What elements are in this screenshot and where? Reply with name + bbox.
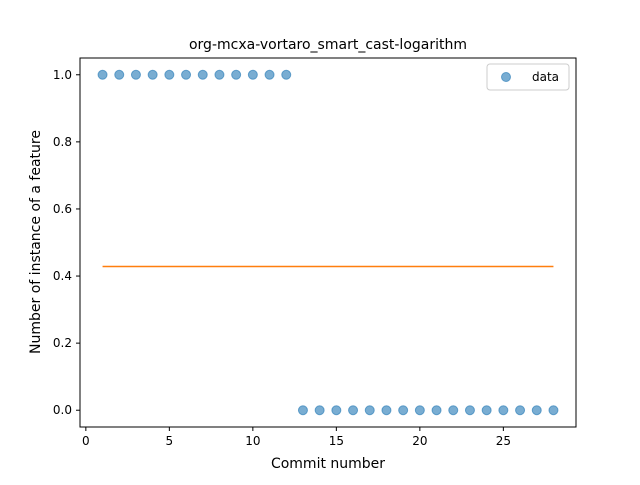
scatter-point [448, 405, 459, 416]
x-axis-label: Commit number [271, 456, 385, 472]
scatter-point [414, 405, 425, 416]
x-axis-ticks: 0 5 10 15 20 25 [82, 427, 511, 448]
scatter-point [348, 405, 359, 416]
chart-title: org-mcxa-vortaro_smart_cast-logarithm [189, 37, 467, 53]
scatter-point [531, 405, 542, 416]
y-tick-label: 0.4 [53, 269, 72, 283]
scatter-point [364, 405, 375, 416]
scatter-point [147, 69, 158, 80]
x-tick-label: 25 [496, 434, 511, 448]
y-tick-label: 0.0 [53, 403, 72, 417]
y-axis-ticks: 0.0 0.2 0.4 0.6 0.8 1.0 [53, 68, 80, 417]
axes-frame [79, 57, 577, 428]
data-marks [97, 69, 559, 416]
y-axis-label: Number of instance of a feature [28, 130, 44, 354]
x-tick-label: 20 [412, 434, 427, 448]
scatter-point [314, 405, 325, 416]
scatter-point [481, 405, 492, 416]
scatter-point [398, 405, 409, 416]
scatter-point [515, 405, 526, 416]
scatter-point [548, 405, 559, 416]
legend-box [486, 63, 570, 91]
x-tick-label: 15 [329, 434, 344, 448]
legend: data [486, 63, 570, 91]
scatter-point [281, 69, 292, 80]
x-tick-label: 5 [166, 434, 174, 448]
y-tick-label: 0.6 [53, 202, 72, 216]
scatter-point [264, 69, 275, 80]
scatter-point [197, 69, 208, 80]
scatter-point [130, 69, 141, 80]
scatter-point [381, 405, 392, 416]
scatter-point [231, 69, 242, 80]
scatter-point [97, 69, 108, 80]
legend-label-data: data [532, 70, 559, 84]
x-tick-label: 10 [245, 434, 260, 448]
legend-marker-data [501, 72, 511, 82]
scatter-point [164, 69, 175, 80]
y-tick-label: 0.2 [53, 336, 72, 350]
scatter-point [297, 405, 308, 416]
scatter-point [214, 69, 225, 80]
scatter-point [247, 69, 258, 80]
y-tick-label: 0.8 [53, 135, 72, 149]
scatter-point [181, 69, 192, 80]
scatter-point [431, 405, 442, 416]
scatter-point [464, 405, 475, 416]
y-tick-label: 1.0 [53, 68, 72, 82]
scatter-point [114, 69, 125, 80]
scatter-point [498, 405, 509, 416]
x-tick-label: 0 [82, 434, 90, 448]
scatter-point [331, 405, 342, 416]
